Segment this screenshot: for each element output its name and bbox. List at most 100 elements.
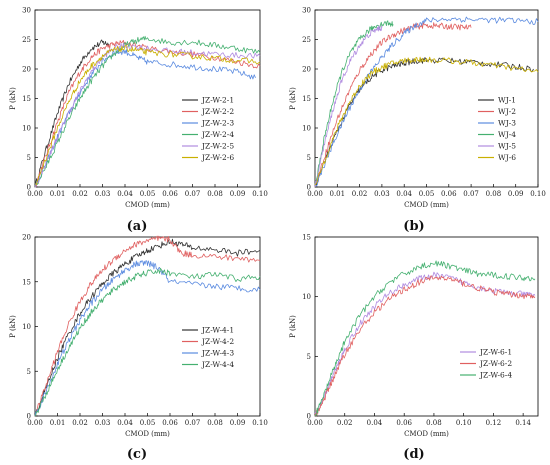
series-line-JZ-W-2-2 (34, 39, 261, 188)
legend-label: JZ-W-6-4 (479, 371, 512, 380)
panel-label: (b) (403, 219, 424, 234)
y-tick-label: 20 (302, 66, 311, 74)
x-tick-label: 0.00 (27, 190, 43, 198)
y-tick-label: 0 (307, 413, 311, 421)
y-axis-title: P (kN) (289, 87, 297, 110)
x-tick-label: 0.07 (185, 419, 201, 427)
y-tick-label: 15 (22, 95, 31, 103)
x-tick-label: 0.01 (50, 190, 66, 198)
y-tick-label: 0 (27, 184, 31, 192)
y-axis-title: P (kN) (9, 87, 17, 110)
x-tick-label: 0.04 (396, 190, 412, 198)
legend-label: JZ-W-4-2 (201, 337, 234, 346)
x-tick-label: 0.03 (95, 419, 111, 427)
series-line-WJ-2 (314, 22, 472, 187)
plot-frame (314, 236, 539, 417)
x-tick-label: 0.03 (95, 190, 111, 198)
x-tick-label: 0.04 (117, 419, 133, 427)
y-tick-label: 25 (302, 36, 311, 44)
series-line-JZ-W-6-2 (314, 275, 536, 417)
x-tick-label: 0.00 (27, 419, 43, 427)
x-tick-label: 0.02 (72, 190, 88, 198)
legend-label: JZ-W-4-3 (201, 349, 234, 358)
chart-panel-d: 0.00 0.02 0.04 0.06 0.08 0.10 0.12 0.14 0 5 10 15 CM… (289, 234, 539, 462)
x-tick-label: 0.00 (307, 190, 323, 198)
y-tick-label: 10 (302, 293, 311, 301)
legend-label: JZ-W-4-4 (201, 360, 234, 369)
x-tick-label: 0.06 (441, 190, 457, 198)
x-tick-label: 0.05 (419, 190, 435, 198)
series-line-WJ-5 (314, 25, 383, 188)
legend-label: WJ-4 (498, 130, 516, 139)
panel-label: (d) (403, 447, 424, 462)
y-tick-label: 30 (22, 7, 31, 15)
x-tick-label: 0.02 (352, 190, 368, 198)
x-axis-title: CMOD (mm) (125, 201, 170, 209)
x-tick-label: 0.08 (426, 419, 442, 427)
legend-label: JZ-W-6-1 (479, 348, 512, 357)
legend-label: JZ-W-2-4 (201, 130, 234, 139)
series-line-JZ-W-6-1 (314, 271, 536, 415)
y-tick-label: 5 (27, 368, 31, 376)
x-tick-label: 0.03 (374, 190, 390, 198)
x-tick-label: 0.08 (207, 419, 223, 427)
x-tick-label: 0.09 (230, 190, 246, 198)
x-tick-label: 0.06 (162, 419, 178, 427)
y-tick-label: 0 (27, 413, 31, 421)
x-tick-label: 0.06 (162, 190, 178, 198)
series-line-JZ-W-2-6 (35, 45, 261, 185)
x-axis-title: CMOD (mm) (404, 201, 449, 209)
legend-label: WJ-6 (498, 153, 516, 162)
x-tick-label: 0.07 (185, 190, 201, 198)
legend-label: JZ-W-2-6 (201, 153, 234, 162)
series-line-JZ-W-2-4 (34, 35, 261, 188)
x-tick-label: 0.14 (515, 419, 531, 427)
x-tick-label: 0.05 (140, 190, 156, 198)
x-tick-label: 0.01 (50, 419, 66, 427)
series-line-JZ-W-4-1 (34, 238, 261, 415)
series-line-JZ-W-2-1 (34, 39, 110, 188)
series-line-JZ-W-2-3 (34, 48, 256, 186)
y-tick-label: 5 (307, 154, 311, 162)
y-tick-label: 20 (22, 234, 31, 242)
series-line-JZ-W-6-4 (314, 260, 536, 417)
x-tick-label: 0.10 (456, 419, 472, 427)
x-tick-label: 0.08 (486, 190, 502, 198)
y-tick-label: 15 (22, 278, 31, 286)
series-line-JZ-W-4-3 (34, 260, 261, 417)
x-tick-label: 0.09 (508, 190, 524, 198)
y-tick-label: 10 (302, 125, 311, 133)
series-line-JZ-W-2-5 (35, 42, 261, 188)
y-tick-label: 30 (302, 7, 311, 15)
series-line-JZ-W-4-4 (34, 267, 261, 417)
legend-label: JZ-W-2-2 (201, 107, 234, 116)
y-axis-title: P (kN) (289, 315, 297, 338)
x-tick-label: 0.12 (486, 419, 502, 427)
x-tick-label: 0.07 (463, 190, 479, 198)
x-tick-label: 0.04 (117, 190, 133, 198)
y-tick-label: 0 (307, 184, 311, 192)
y-tick-label: 25 (22, 36, 31, 44)
y-tick-label: 10 (22, 323, 31, 331)
legend-label: JZ-W-2-5 (201, 142, 234, 151)
x-tick-label: 0.10 (252, 190, 268, 198)
panel-label: (c) (127, 447, 147, 462)
x-tick-label: 0.02 (337, 419, 353, 427)
legend-label: JZ-W-2-1 (201, 96, 234, 105)
x-tick-label: 0.00 (307, 419, 323, 427)
legend-label: JZ-W-6-2 (479, 359, 512, 368)
legend-label: WJ-5 (498, 142, 516, 151)
y-tick-label: 20 (22, 66, 31, 74)
legend-label: JZ-W-4-1 (201, 326, 234, 335)
y-tick-label: 5 (307, 353, 311, 361)
chart-panel-c: 0.00 0.01 0.02 0.03 0.04 0.05 0.06 0.07 0.08 0.09… (9, 234, 268, 463)
legend-label: WJ-2 (498, 107, 516, 116)
series-line-JZ-W-4-2 (34, 235, 261, 417)
legend-label: WJ-1 (498, 96, 516, 105)
x-tick-label: 0.08 (207, 190, 223, 198)
y-tick-label: 15 (302, 234, 311, 242)
x-tick-label: 0.01 (330, 190, 346, 198)
y-tick-label: 10 (22, 125, 31, 133)
x-axis-title: CMOD (mm) (404, 430, 449, 438)
